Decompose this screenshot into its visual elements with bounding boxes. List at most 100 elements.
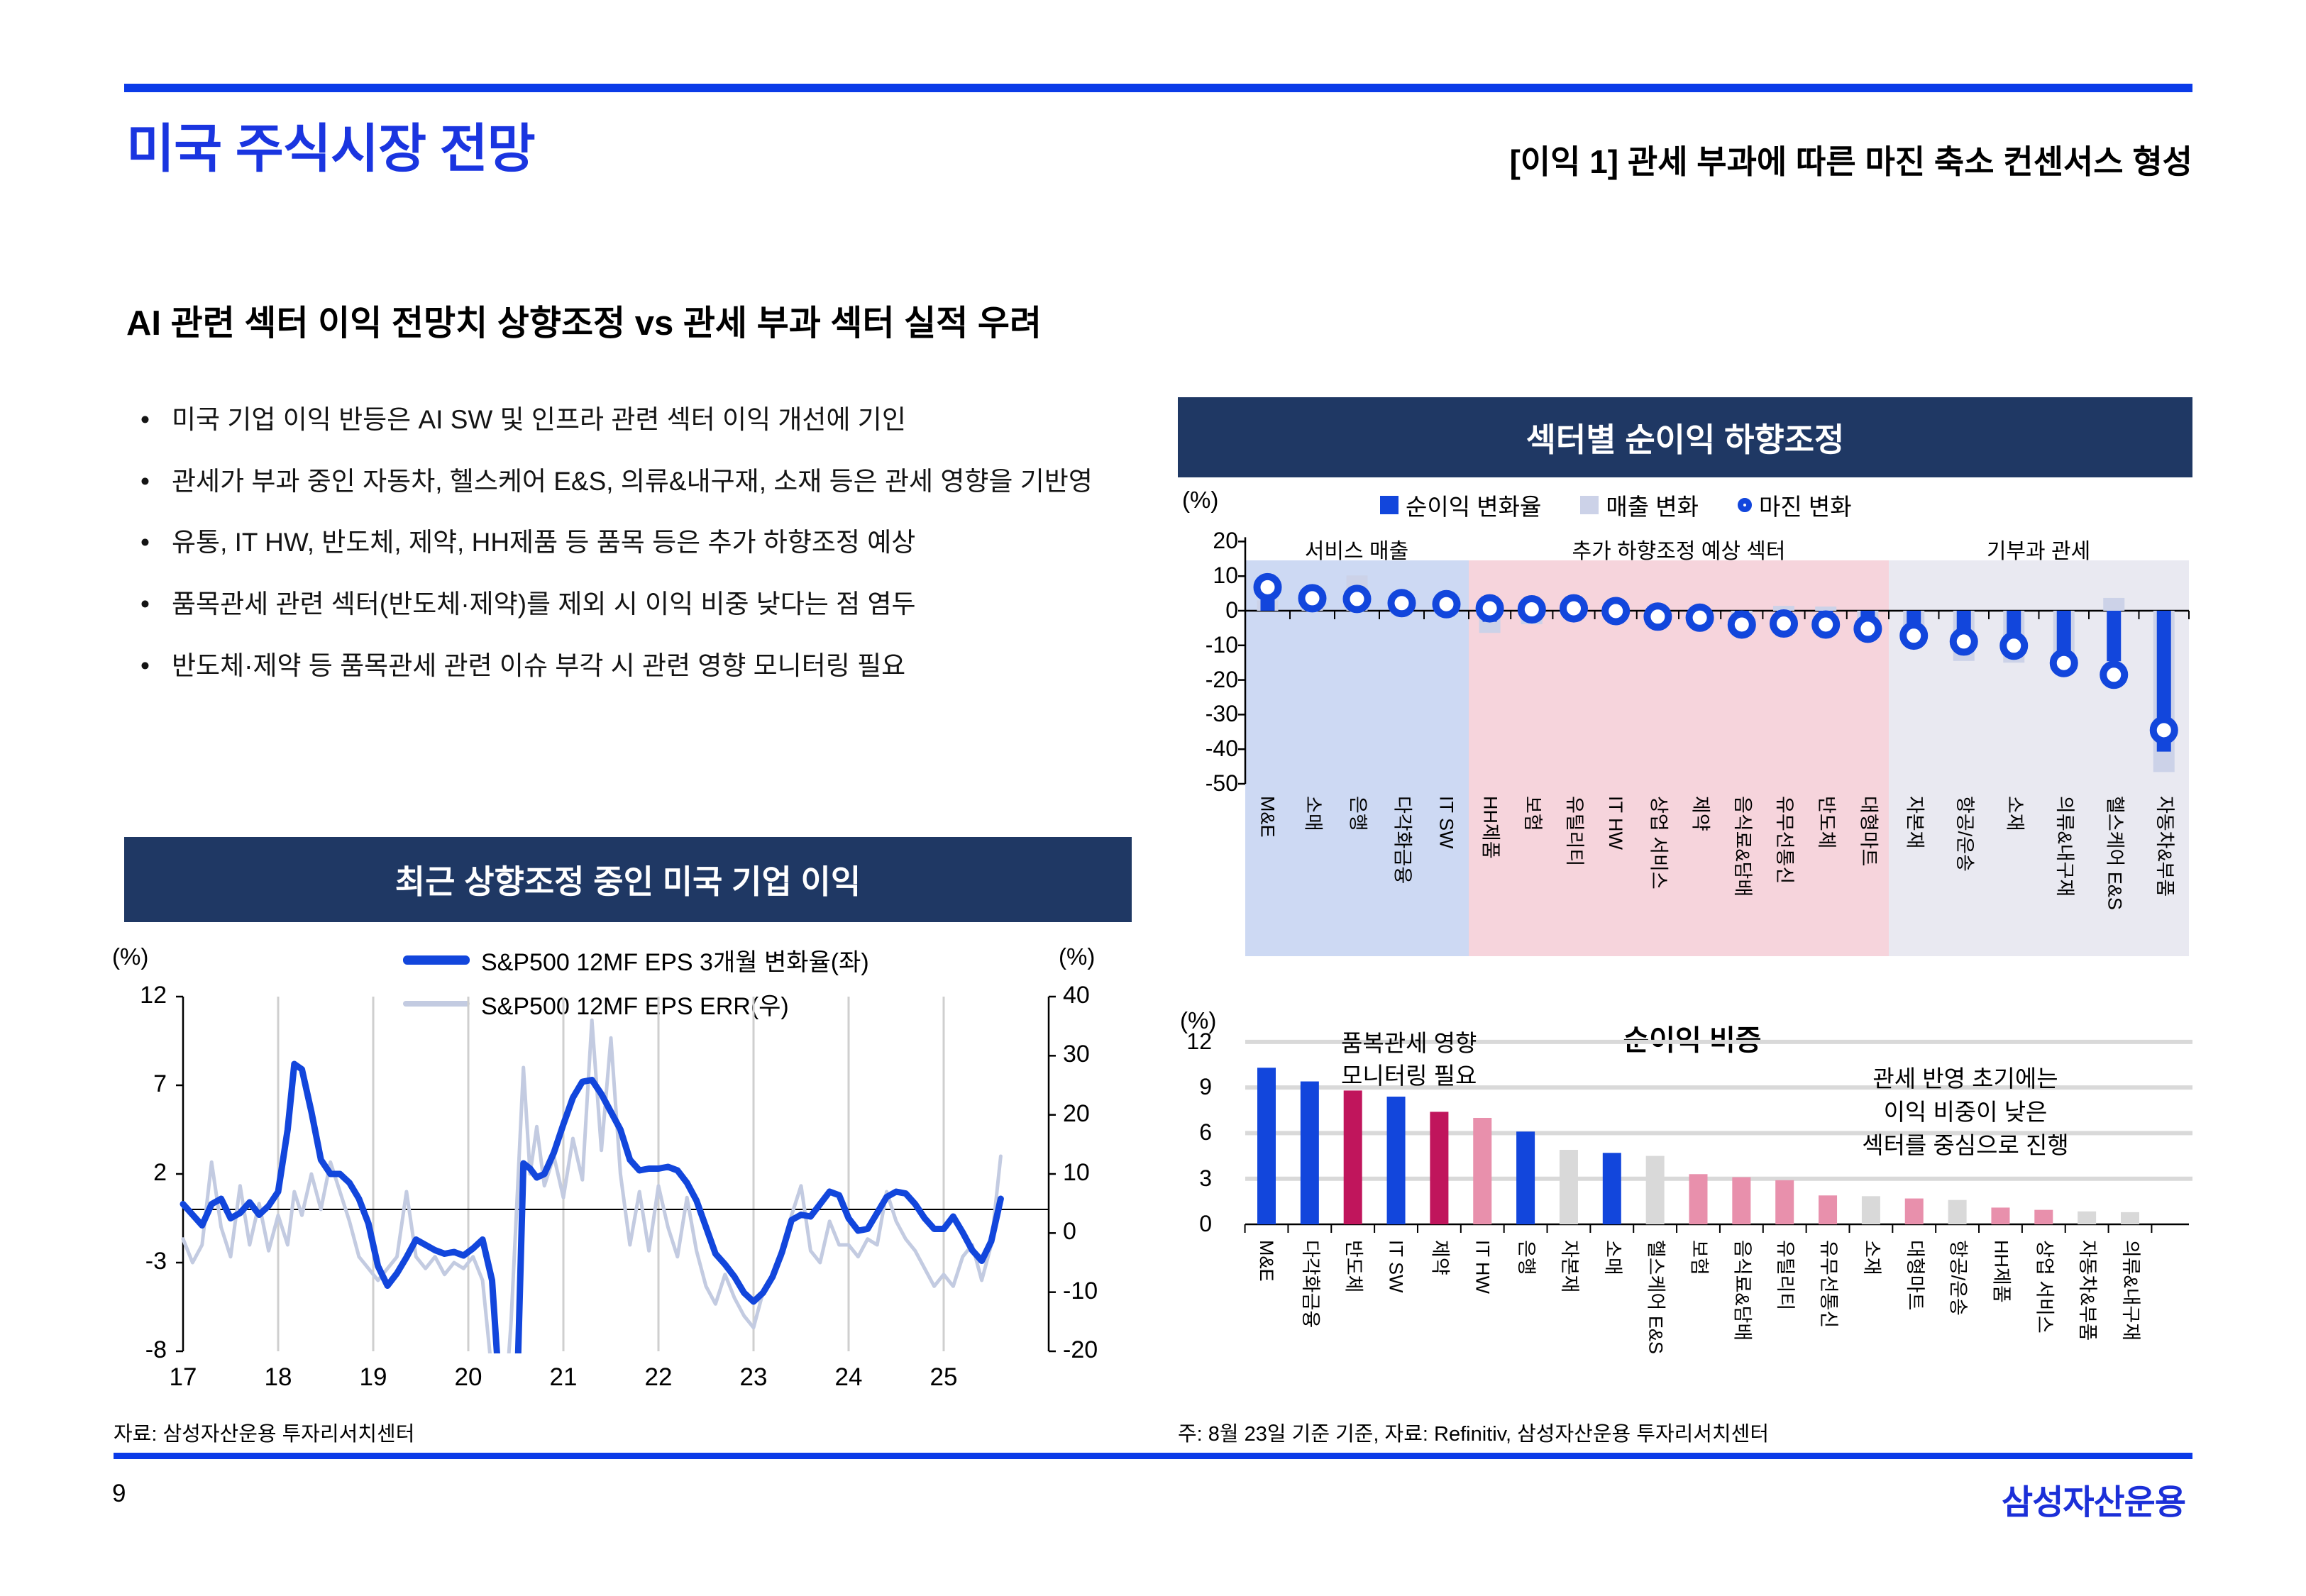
x-axis-label: 18 <box>264 1363 292 1391</box>
margin-marker <box>1432 589 1461 619</box>
weight-bar <box>1300 1081 1319 1224</box>
x-axis-label: 상업 서비스 <box>1648 796 1670 890</box>
y-axis-label: 6 <box>1199 1119 1212 1146</box>
margin-marker <box>1342 584 1372 614</box>
bullet-text: 유통, IT HW, 반도체, 제약, HH제품 등 품목 등은 추가 하향조정… <box>172 528 916 558</box>
x-axis-label: 소재 <box>1860 1240 1882 1275</box>
margin-marker <box>1601 597 1631 626</box>
annotation-line: 섹터를 중심으로 진행 <box>1862 1131 2069 1158</box>
bullet-text: 품목관세 관련 섹터(반도체·제약)를 제외 시 이익 비중 낮다는 점 염두 <box>172 589 916 619</box>
region-background <box>1245 560 1469 956</box>
weight-bar <box>1473 1117 1492 1224</box>
x-axis-label: 제약 <box>1689 796 1711 831</box>
margin-marker <box>1899 621 1929 650</box>
x-axis-label: 소매 <box>1601 1240 1623 1275</box>
x-axis-label: 17 <box>169 1363 197 1391</box>
y-axis-label: 9 <box>1199 1074 1212 1100</box>
x-axis-label: IT SW <box>1435 796 1457 849</box>
weight-bar <box>1819 1195 1838 1224</box>
y-axis-label: 7 <box>153 1070 167 1097</box>
x-axis-label: 유무선통신 <box>1774 796 1795 885</box>
legend-item: 순이익 변화율 <box>1380 488 1541 522</box>
x-axis-label: IT HW <box>1605 796 1627 850</box>
legend-label: 순이익 변화율 <box>1406 494 1542 520</box>
section-heading: AI 관련 섹터 이익 전망치 상향조정 vs 관세 부과 섹터 실적 우려 <box>126 304 1042 343</box>
bullet-dot: • <box>140 405 150 434</box>
x-axis-label: 20 <box>454 1363 482 1391</box>
legend-square-swatch <box>1380 496 1399 514</box>
bullet-item: • 품목관세 관련 섹터(반도체·제약)를 제외 시 이익 비중 낮다는 점 염두 <box>136 582 1179 627</box>
revenue-bar <box>1815 606 1837 611</box>
bullet-item: • 미국 기업 이익 반등은 AI SW 및 인프라 관련 섹터 이익 개선에 기… <box>136 397 1179 443</box>
margin-marker <box>1475 594 1504 623</box>
y-axis-label: 3 <box>1199 1165 1212 1191</box>
x-axis-label: 제약 <box>1429 1240 1451 1275</box>
weight-bar <box>2034 1209 2053 1224</box>
annotation-line: 모니터링 필요 <box>1341 1063 1477 1090</box>
legend-item: 마진 변화 <box>1737 488 1852 522</box>
x-axis-label: 대형마트 <box>1858 796 1880 867</box>
y-axis-label: 10 <box>1213 563 1238 589</box>
x-axis-label: IT SW <box>1385 1240 1407 1293</box>
right-charts-note: 주: 8월 23일 기준 기준, 자료: Refinitiv, 삼성자산운용 투… <box>1178 1423 1770 1446</box>
legend-square-swatch <box>1580 496 1599 514</box>
sector-bar-chart <box>1238 537 2190 956</box>
margin-marker <box>1727 610 1756 639</box>
x-axis-label: 헬스케어 E&S <box>1645 1240 1667 1354</box>
legend-label: S&P500 12MF EPS 3개월 변화율(좌) <box>481 948 869 976</box>
weight-bar <box>1689 1174 1708 1224</box>
y-axis-label: 12 <box>1186 1028 1212 1054</box>
weight-bar <box>1430 1112 1449 1224</box>
x-axis-label: 항공/운송 <box>1953 796 1975 872</box>
sector-chart-unit: (%) <box>1182 487 1219 513</box>
y-axis-label: 0 <box>1199 1211 1212 1236</box>
weight-annotation-right: 관세 반영 초기에는 이익 비중이 낮은 섹터를 중심으로 진행 <box>1802 1063 2129 1163</box>
annotation-line: 품복관세 영향 <box>1341 1030 1477 1056</box>
x-axis-label: HH제품 <box>1479 796 1501 859</box>
y-axis-label: -10 <box>1205 631 1238 658</box>
weight-bar <box>1948 1199 1967 1224</box>
legend-line-swatch <box>403 955 470 965</box>
legend-label: 마진 변화 <box>1758 494 1852 520</box>
x-axis-label: 소재 <box>2004 796 2026 831</box>
top-accent-bar <box>124 84 2192 92</box>
weight-bar <box>1645 1156 1665 1224</box>
weight-bar-chart <box>1244 1039 2192 1233</box>
x-axis-label: 음식료&담배 <box>1731 796 1753 897</box>
left-chart-title: 최근 상향조정 중인 미국 기업 이익 <box>124 837 1132 922</box>
margin-marker <box>1853 614 1882 643</box>
x-axis-label: 반도체 <box>1342 1240 1364 1293</box>
bullet-text: 관세가 부과 중인 자동차, 헬스케어 E&S, 의류&내구재, 소재 등은 관… <box>172 466 1093 496</box>
weight-bar <box>2078 1211 2097 1224</box>
x-axis-label: M&E <box>1257 796 1279 838</box>
sector-chart-title-text: 섹터별 순이익 하향조정 <box>1526 421 1845 458</box>
eps-err-line <box>181 1018 1003 1353</box>
margin-marker <box>1387 589 1416 618</box>
x-axis-label: 21 <box>549 1363 578 1391</box>
region-label: 기부과 관세 <box>1986 540 2091 563</box>
y-axis-label: 12 <box>140 982 167 1009</box>
bottom-accent-line <box>114 1453 2192 1459</box>
x-axis-label: 유무선통신 <box>1818 1240 1840 1329</box>
x-axis-label: 22 <box>644 1363 673 1391</box>
x-axis-label: 유틸리티 <box>1564 796 1585 867</box>
x-axis-label: 다각화금융 <box>1391 796 1413 885</box>
region-background <box>1889 560 2189 956</box>
weight-bar <box>1732 1177 1751 1224</box>
bullet-dot: • <box>140 589 150 619</box>
revenue-bar <box>2103 597 2125 611</box>
x-axis-label: 24 <box>834 1363 863 1391</box>
y-axis-label: 0 <box>1063 1218 1076 1246</box>
legend-circle-swatch <box>1737 498 1752 512</box>
revenue-bar <box>1773 606 1794 611</box>
legend-line-swatch <box>403 1001 470 1007</box>
x-axis-label: 은행 <box>1347 796 1369 831</box>
x-axis-label: 자동차&부품 <box>2153 796 2175 897</box>
legend-label: S&P500 12MF EPS ERR(우) <box>481 992 789 1020</box>
margin-marker <box>1685 603 1714 632</box>
y-axis-label: -3 <box>145 1248 167 1275</box>
y-axis-label: 10 <box>1063 1159 1090 1186</box>
margin-marker <box>1253 572 1282 602</box>
x-axis-label: 23 <box>739 1363 768 1391</box>
y-axis-label: -40 <box>1205 736 1238 762</box>
